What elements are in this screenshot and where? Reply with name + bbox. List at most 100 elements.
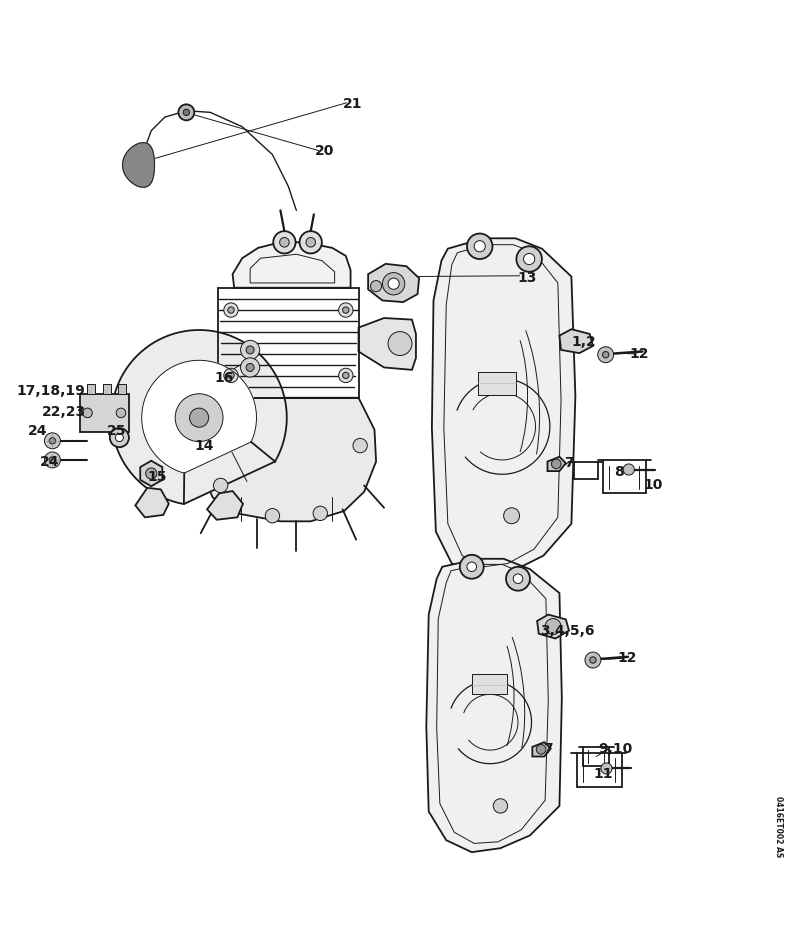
Circle shape xyxy=(467,562,477,572)
Text: 21: 21 xyxy=(342,98,362,112)
Polygon shape xyxy=(358,318,416,370)
Circle shape xyxy=(224,303,238,317)
Text: 3,4,5,6: 3,4,5,6 xyxy=(540,623,594,638)
Circle shape xyxy=(602,351,609,358)
Polygon shape xyxy=(207,491,243,519)
Bar xyxy=(79,393,129,432)
Circle shape xyxy=(45,433,60,449)
Text: 8: 8 xyxy=(614,465,624,479)
Polygon shape xyxy=(233,242,350,287)
Text: 25: 25 xyxy=(107,424,126,439)
Circle shape xyxy=(370,281,382,292)
Bar xyxy=(478,372,516,394)
Circle shape xyxy=(82,408,92,418)
Text: 1,2: 1,2 xyxy=(571,335,596,349)
Polygon shape xyxy=(122,143,154,187)
Circle shape xyxy=(241,358,260,377)
Text: 20: 20 xyxy=(314,144,334,158)
Bar xyxy=(87,384,95,393)
Circle shape xyxy=(313,506,327,520)
Circle shape xyxy=(228,307,234,314)
Circle shape xyxy=(146,468,157,479)
Bar xyxy=(118,384,126,393)
Circle shape xyxy=(246,363,254,372)
Circle shape xyxy=(175,393,223,441)
Circle shape xyxy=(246,346,254,354)
Circle shape xyxy=(536,745,546,754)
Polygon shape xyxy=(537,615,569,639)
Text: 24: 24 xyxy=(27,424,47,439)
Polygon shape xyxy=(432,239,575,576)
Circle shape xyxy=(353,439,367,453)
Circle shape xyxy=(382,272,405,295)
Circle shape xyxy=(280,238,289,247)
Circle shape xyxy=(342,372,349,378)
Circle shape xyxy=(388,331,412,356)
Text: 13: 13 xyxy=(518,271,538,285)
Circle shape xyxy=(338,368,353,382)
Circle shape xyxy=(183,109,190,115)
Circle shape xyxy=(388,278,399,289)
Circle shape xyxy=(545,619,561,635)
Circle shape xyxy=(50,438,55,444)
Circle shape xyxy=(494,799,508,813)
Text: 7: 7 xyxy=(564,456,574,470)
Circle shape xyxy=(598,346,614,362)
Bar xyxy=(472,674,507,694)
Polygon shape xyxy=(201,398,376,521)
Circle shape xyxy=(474,240,486,252)
Bar xyxy=(103,384,111,393)
Text: 12: 12 xyxy=(618,652,637,666)
Text: 10: 10 xyxy=(644,479,663,492)
Text: 22,23: 22,23 xyxy=(42,405,86,419)
Circle shape xyxy=(467,234,493,259)
Polygon shape xyxy=(426,559,562,853)
Text: 14: 14 xyxy=(195,439,214,453)
Polygon shape xyxy=(140,461,162,486)
Text: 7: 7 xyxy=(543,742,553,756)
Circle shape xyxy=(516,246,542,271)
Circle shape xyxy=(306,238,315,247)
Circle shape xyxy=(190,408,209,427)
Circle shape xyxy=(214,478,228,493)
Polygon shape xyxy=(368,264,419,302)
Circle shape xyxy=(50,456,55,463)
Text: 16: 16 xyxy=(215,371,234,385)
Circle shape xyxy=(266,509,280,523)
Circle shape xyxy=(506,567,530,591)
Circle shape xyxy=(601,762,612,774)
Circle shape xyxy=(110,428,129,447)
Circle shape xyxy=(338,303,353,317)
Text: 15: 15 xyxy=(147,470,166,485)
Text: 9,10: 9,10 xyxy=(598,742,632,756)
Circle shape xyxy=(504,508,519,524)
Circle shape xyxy=(523,254,534,265)
Text: 24: 24 xyxy=(39,454,59,469)
Circle shape xyxy=(514,574,522,583)
Text: 17,18,19: 17,18,19 xyxy=(17,384,85,398)
Circle shape xyxy=(460,555,484,578)
Circle shape xyxy=(115,434,123,441)
Polygon shape xyxy=(559,330,593,353)
Circle shape xyxy=(241,340,260,360)
Circle shape xyxy=(590,657,596,663)
Circle shape xyxy=(228,372,234,378)
Polygon shape xyxy=(547,456,566,471)
Text: 0416ET002 AS: 0416ET002 AS xyxy=(774,796,783,857)
Polygon shape xyxy=(111,330,286,504)
Text: 11: 11 xyxy=(594,767,613,781)
Circle shape xyxy=(551,459,561,469)
Circle shape xyxy=(299,231,322,254)
Polygon shape xyxy=(532,742,550,757)
Circle shape xyxy=(178,104,194,120)
Circle shape xyxy=(116,408,126,418)
Circle shape xyxy=(585,652,601,668)
Circle shape xyxy=(274,231,295,254)
Polygon shape xyxy=(142,361,257,473)
Circle shape xyxy=(45,452,60,468)
Polygon shape xyxy=(135,488,169,517)
Circle shape xyxy=(623,464,634,475)
Circle shape xyxy=(224,368,238,382)
Circle shape xyxy=(342,307,349,314)
Text: 12: 12 xyxy=(630,346,649,361)
